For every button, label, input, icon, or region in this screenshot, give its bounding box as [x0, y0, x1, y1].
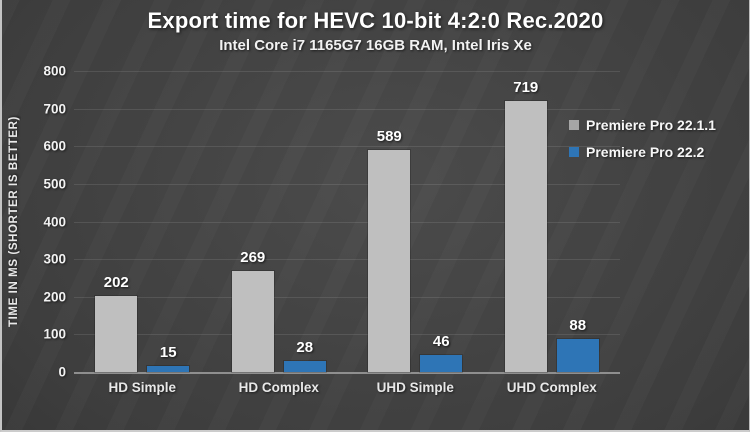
bar-group: 589 46: [347, 71, 484, 372]
legend-marker-icon: [569, 120, 579, 130]
legend-item: Premiere Pro 22.1.1: [569, 117, 716, 133]
bar-group: 269 28: [211, 71, 348, 372]
legend-item: Premiere Pro 22.2: [569, 144, 716, 160]
gridline: [74, 183, 620, 185]
bar: [231, 270, 274, 372]
gridline: [74, 221, 620, 223]
y-tick-label: 600: [43, 138, 66, 154]
plot-area: 202 15 HD Simple 269 28 HD Complex 589 46 UHD Si…: [74, 71, 621, 395]
y-tick-label: 700: [43, 101, 66, 117]
bar-value-label: 88: [569, 316, 587, 334]
y-tick-label: 500: [43, 176, 66, 192]
bar-group: 719 88: [484, 71, 621, 372]
bar-value-label: 28: [296, 339, 314, 357]
gridline: [74, 146, 620, 148]
gridline: [74, 259, 620, 261]
bar-group: 202 15: [74, 71, 211, 372]
bar-value-label: 269: [240, 248, 266, 266]
gridline: [74, 296, 620, 298]
bar: [147, 366, 190, 372]
gridline: [74, 71, 620, 72]
gridline: [74, 334, 620, 336]
chart-title: Export time for HEVC 10-bit 4:2:0 Rec.20…: [147, 8, 604, 33]
legend-label: Premiere Pro 22.1.1: [586, 117, 716, 133]
category-label: UHD Complex: [506, 380, 597, 395]
category-label: UHD Simple: [376, 380, 454, 395]
legend-marker-icon: [569, 147, 579, 157]
y-tick-label: 300: [43, 251, 66, 267]
bar-value-label: 15: [159, 344, 177, 362]
y-axis-ticks: 0 100 200 300 400 500 600 700 800: [2, 64, 66, 380]
bar-value-label: 589: [376, 128, 402, 146]
y-tick-label: 800: [43, 63, 66, 79]
bar-value-label: 202: [103, 274, 129, 291]
y-tick-label: 400: [43, 214, 66, 229]
category-label: HD Simple: [108, 380, 176, 395]
category-label: HD Complex: [238, 380, 319, 395]
bar: [95, 296, 138, 372]
bar: [420, 354, 463, 372]
bar: [556, 338, 599, 372]
bar-value-label: 719: [513, 79, 539, 97]
bar: [504, 101, 547, 372]
bar: [283, 361, 326, 372]
y-tick-label: 0: [58, 364, 66, 380]
y-tick-label: 100: [43, 326, 66, 342]
gridline: [74, 108, 620, 110]
bar-value-label: 46: [432, 332, 450, 350]
legend-label: Premiere Pro 22.2: [586, 144, 705, 160]
chart-subtitle: Intel Core i7 1165G7 16GB RAM, Intel Iri…: [219, 37, 532, 54]
y-tick-label: 200: [43, 289, 66, 305]
legend: Premiere Pro 22.1.1 Premiere Pro 22.2: [569, 117, 716, 171]
bar: [368, 150, 411, 372]
